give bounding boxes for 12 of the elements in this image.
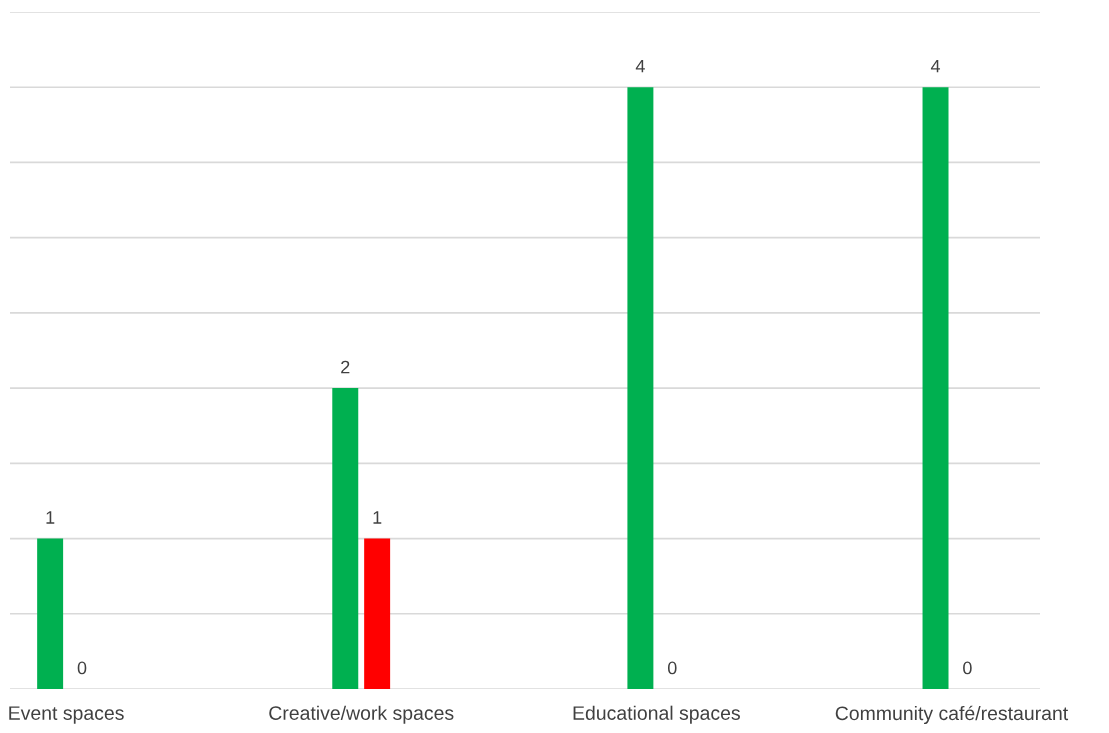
data-label: 1 xyxy=(373,511,382,524)
data-label: 0 xyxy=(667,661,677,675)
data-label: 1 xyxy=(46,511,55,524)
x-tick-label: Event spaces xyxy=(9,706,124,724)
x-tick-label: Educational spaces xyxy=(573,705,740,724)
x-tick-label: Community café/restaurant xyxy=(835,705,1069,725)
data-label: 2 xyxy=(341,360,350,374)
data-label: 0 xyxy=(963,661,972,675)
data-label: 4 xyxy=(635,59,645,73)
data-label: 4 xyxy=(930,59,941,73)
data-label: 0 xyxy=(77,661,87,675)
x-tick-label: Creative/work spaces xyxy=(269,705,454,724)
